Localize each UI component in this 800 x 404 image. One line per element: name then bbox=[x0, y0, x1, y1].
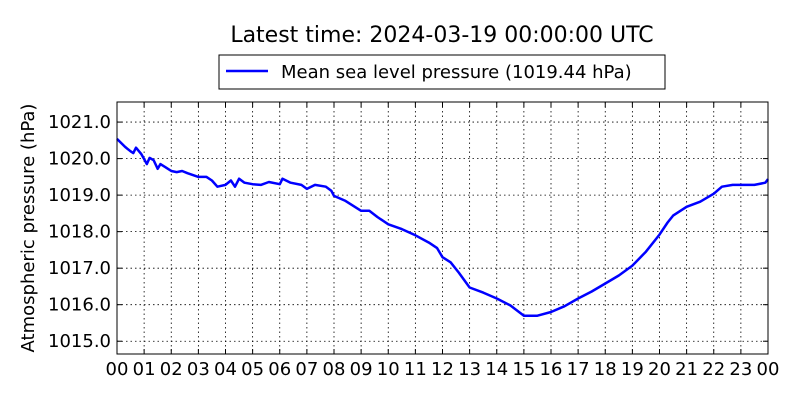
x-tick-label: 00 bbox=[106, 359, 129, 380]
x-tick-label: 13 bbox=[458, 359, 481, 380]
y-axis-label: Atmospheric pressure (hPa) bbox=[18, 104, 39, 353]
x-tick-label: 12 bbox=[431, 359, 454, 380]
x-tick-label: 14 bbox=[485, 359, 508, 380]
y-tick-label: 1017.0 bbox=[48, 258, 111, 279]
series-layer bbox=[116, 138, 769, 317]
series-line-pressure bbox=[116, 138, 769, 317]
y-tick-labels: 1015.0 1016.0 1017.0 1018.0 1019.0 1020.0 1021… bbox=[48, 112, 111, 352]
y-tick-label: 1016.0 bbox=[48, 295, 111, 316]
x-tick-label: 18 bbox=[594, 359, 617, 380]
legend: Mean sea level pressure (1019.44 hPa) bbox=[218, 54, 666, 90]
x-tick-labels: 00 01 02 03 04 05 06 07 08 09 10 11 12 13 14 15 16 17 18 19… bbox=[106, 359, 780, 380]
x-tick-label: 23 bbox=[729, 359, 752, 380]
x-tick-label: 02 bbox=[160, 359, 183, 380]
y-tick-label: 1020.0 bbox=[48, 149, 111, 170]
y-tick-label: 1018.0 bbox=[48, 222, 111, 243]
x-tick-label: 16 bbox=[540, 359, 563, 380]
x-tick-label: 19 bbox=[621, 359, 644, 380]
legend-box bbox=[218, 54, 666, 90]
x-tick-label: 06 bbox=[268, 359, 291, 380]
y-tick-label: 1015.0 bbox=[48, 331, 111, 352]
x-tick-label: 15 bbox=[512, 359, 535, 380]
x-tick-label: 22 bbox=[702, 359, 725, 380]
x-tick-label: 09 bbox=[350, 359, 373, 380]
y-tick-label: 1021.0 bbox=[48, 112, 111, 133]
x-tick-label: 08 bbox=[323, 359, 346, 380]
ticks bbox=[116, 102, 769, 354]
x-tick-label: 04 bbox=[214, 359, 237, 380]
x-tick-label: 01 bbox=[133, 359, 156, 380]
x-tick-label: 07 bbox=[295, 359, 318, 380]
x-tick-label: 05 bbox=[241, 359, 264, 380]
x-tick-label: 17 bbox=[567, 359, 590, 380]
x-tick-label: 11 bbox=[404, 359, 427, 380]
legend-label: Mean sea level pressure (1019.44 hPa) bbox=[281, 62, 632, 83]
x-tick-label: 21 bbox=[675, 359, 698, 380]
x-tick-label: 20 bbox=[648, 359, 671, 380]
x-tick-label: 00 bbox=[757, 359, 780, 380]
chart-title: Latest time: 2024-03-19 00:00:00 UTC bbox=[230, 23, 653, 48]
x-tick-label: 10 bbox=[377, 359, 400, 380]
x-tick-label: 03 bbox=[187, 359, 210, 380]
y-tick-label: 1019.0 bbox=[48, 185, 111, 206]
grid bbox=[117, 102, 768, 354]
